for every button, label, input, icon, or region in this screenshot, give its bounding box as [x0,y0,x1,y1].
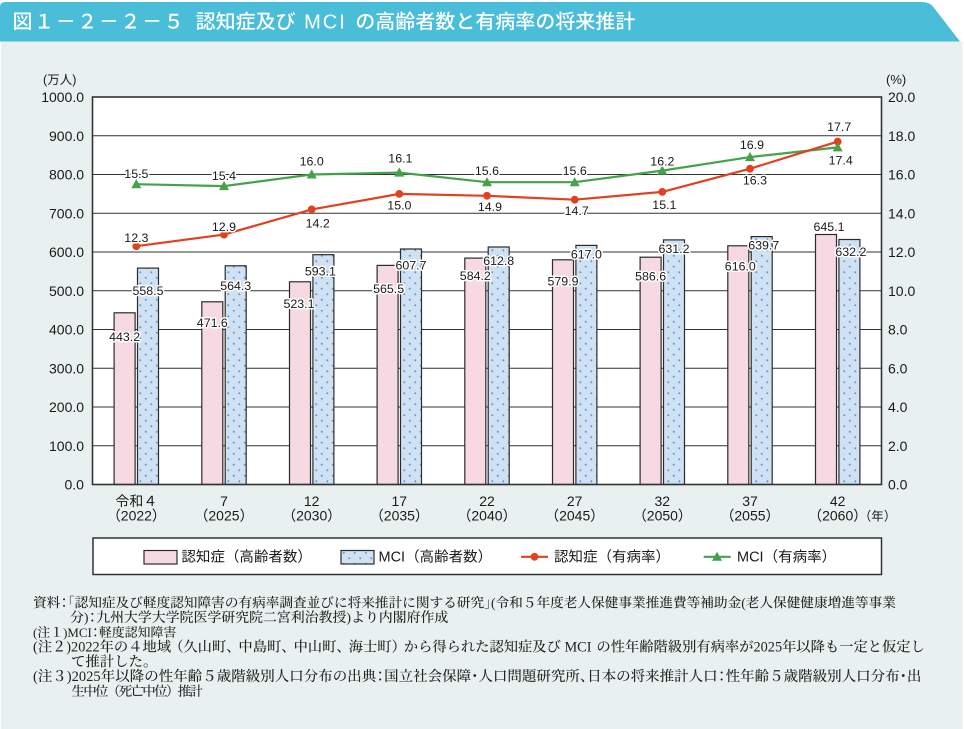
svg-text:14.2: 14.2 [306,217,330,231]
svg-text:16.3: 16.3 [743,173,767,187]
svg-text:): ) [346,611,351,626]
svg-text:17: 17 [392,493,408,509]
svg-text:300.0: 300.0 [49,360,84,376]
svg-text:12.0: 12.0 [888,244,915,260]
svg-text:20.0: 20.0 [888,89,915,105]
svg-text:16.0: 16.0 [300,154,324,168]
svg-text:2035: 2035 [384,508,415,524]
svg-text:(: ( [741,595,746,611]
svg-text:15.6: 15.6 [563,164,587,178]
svg-text:645.1: 645.1 [814,220,845,234]
svg-text:16.0: 16.0 [888,167,915,183]
svg-text:400.0: 400.0 [49,322,84,338]
svg-text:16.1: 16.1 [388,151,412,165]
svg-text:579.9: 579.9 [548,275,579,289]
svg-text:42: 42 [830,493,846,509]
svg-text:0.0: 0.0 [888,477,908,493]
svg-text:15.5: 15.5 [124,167,148,181]
svg-text:MCI: MCI [737,550,764,566]
svg-text:2025: 2025 [208,508,239,524]
svg-text:607.7: 607.7 [396,259,427,273]
svg-text:700.0: 700.0 [49,205,84,221]
svg-text:2.0: 2.0 [888,438,908,454]
svg-text:14.0: 14.0 [888,205,915,221]
svg-text:(: ( [33,640,38,656]
svg-text:22: 22 [479,493,495,509]
svg-text:1000.0: 1000.0 [41,89,84,105]
svg-text:471.6: 471.6 [197,316,228,330]
svg-text:MCI: MCI [304,12,347,34]
svg-text:12.3: 12.3 [124,231,148,245]
svg-text:)2025: )2025 [67,669,101,685]
svg-text:4.0: 4.0 [888,399,908,415]
svg-text:(%): (%) [886,72,906,87]
svg-text:14.7: 14.7 [565,204,589,218]
svg-text:900.0: 900.0 [49,128,84,144]
svg-text:14.9: 14.9 [478,200,502,214]
svg-text:10.0: 10.0 [888,283,915,299]
svg-text:15.4: 15.4 [212,169,236,183]
svg-text:500.0: 500.0 [49,283,84,299]
svg-text:2055: 2055 [734,508,765,524]
svg-text:15.0: 15.0 [387,199,411,213]
svg-text:16.2: 16.2 [650,154,674,168]
svg-text:100.0: 100.0 [49,438,84,454]
svg-text:586.6: 586.6 [635,269,666,283]
svg-text:600.0: 600.0 [49,244,84,260]
svg-text:2060: 2060 [822,508,853,524]
svg-text:18.0: 18.0 [888,128,915,144]
svg-text:)2022: )2022 [66,640,99,656]
svg-text:7: 7 [220,493,228,509]
svg-text:17.7: 17.7 [827,120,851,134]
svg-text:15.6: 15.6 [475,164,499,178]
svg-text:8.0: 8.0 [888,322,908,338]
svg-text:616.0: 616.0 [725,260,756,274]
svg-text:593.1: 593.1 [305,265,336,279]
svg-text:MCI: MCI [561,640,595,656]
svg-text:631.2: 631.2 [659,242,690,256]
svg-text:800.0: 800.0 [49,167,84,183]
svg-text:2022: 2022 [121,508,152,524]
svg-text:16.9: 16.9 [740,138,764,152]
svg-text:32: 32 [655,493,671,509]
svg-text:2045: 2045 [559,508,590,524]
svg-text:0.0: 0.0 [65,477,85,493]
svg-text:564.3: 564.3 [220,279,251,293]
svg-text:558.5: 558.5 [133,284,164,298]
svg-text:(: ( [33,626,37,640]
svg-text:): ) [72,73,76,87]
svg-text:2030: 2030 [296,508,327,524]
svg-text:612.8: 612.8 [483,254,514,268]
svg-text:617.0: 617.0 [571,247,602,261]
svg-text:2050: 2050 [647,508,678,524]
svg-text:2040: 2040 [471,508,502,524]
svg-text:27: 27 [567,493,583,509]
svg-text:443.2: 443.2 [109,330,140,344]
svg-text:565.5: 565.5 [373,282,404,296]
svg-text:6.0: 6.0 [888,360,908,376]
svg-text:)MCI: )MCI [63,626,92,640]
svg-text:200.0: 200.0 [49,399,84,415]
svg-text:12: 12 [304,493,320,509]
svg-text:523.1: 523.1 [284,297,315,311]
svg-text:): ) [84,611,89,626]
svg-text:17.4: 17.4 [829,154,853,168]
svg-text:2025: 2025 [754,640,783,656]
svg-text:584.2: 584.2 [460,269,491,283]
svg-text:12.9: 12.9 [212,220,236,234]
svg-text:37: 37 [742,493,758,509]
svg-text:(: ( [33,669,38,685]
svg-text:MCI: MCI [379,550,406,566]
svg-text:639.7: 639.7 [748,239,779,253]
svg-text:632.2: 632.2 [835,245,866,259]
svg-text:(: ( [491,595,496,611]
svg-text:15.1: 15.1 [652,198,676,212]
svg-text:(: ( [43,73,48,87]
